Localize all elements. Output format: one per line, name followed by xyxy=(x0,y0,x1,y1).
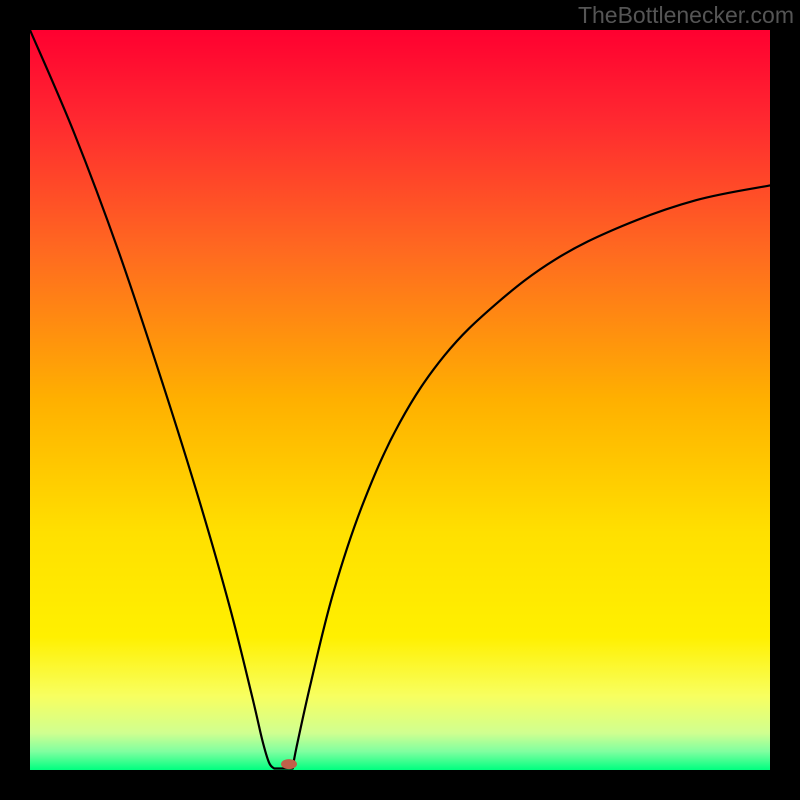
plot-area xyxy=(30,30,770,770)
chart-root: TheBottlenecker.com xyxy=(0,0,800,800)
optimum-marker xyxy=(281,759,297,769)
bottleneck-chart xyxy=(0,0,800,800)
watermark-text: TheBottlenecker.com xyxy=(578,2,794,29)
